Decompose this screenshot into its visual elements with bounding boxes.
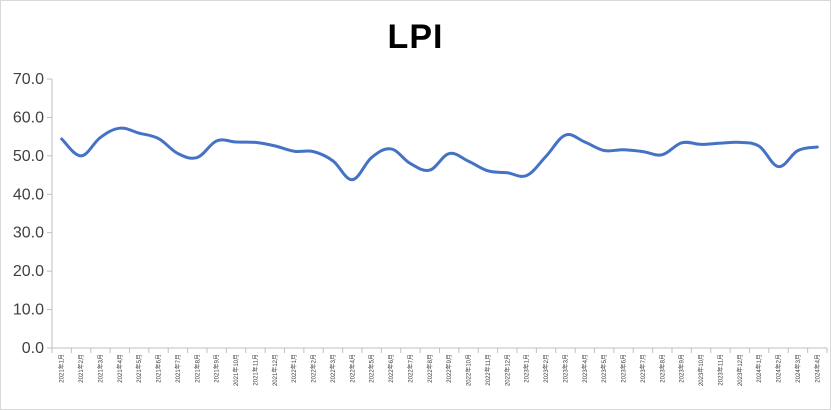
y-tick-label: 50.0 — [13, 148, 44, 165]
x-tick-label: 2022年6月 — [387, 354, 395, 383]
x-tick-label: 2023年1月 — [523, 354, 531, 383]
data-point — [293, 150, 295, 152]
x-tick-label: 2021年10月 — [232, 354, 240, 386]
data-point — [196, 156, 198, 158]
data-point — [351, 178, 353, 180]
data-point — [661, 154, 663, 156]
data-point — [545, 155, 547, 157]
x-tick-label: 2022年10月 — [465, 354, 473, 386]
x-tick-label: 2023年12月 — [736, 354, 744, 386]
y-tick-label: 60.0 — [13, 109, 44, 126]
x-tick-label: 2023年6月 — [620, 354, 628, 383]
data-point — [506, 172, 508, 174]
x-tick-label: 2021年8月 — [193, 354, 201, 383]
x-tick-label: 2023年10月 — [697, 354, 705, 386]
data-point — [60, 138, 62, 140]
data-point — [758, 145, 760, 147]
data-point — [719, 142, 721, 144]
data-point — [390, 148, 392, 150]
data-point — [564, 134, 566, 136]
y-tick-label: 70.0 — [13, 71, 44, 88]
x-tick-label: 2021年6月 — [155, 354, 163, 383]
data-point — [215, 140, 217, 142]
data-point — [157, 137, 159, 139]
x-tick-label: 2021年12月 — [271, 354, 279, 386]
data-point — [177, 152, 179, 154]
y-tick-label: 10.0 — [13, 302, 44, 319]
data-point — [80, 155, 82, 157]
series-line — [60, 126, 819, 182]
data-point — [409, 162, 411, 164]
x-axis-ticks: 2021年1月 2021年2月 2021年3月 2021年4月 2021年5月 2021年… — [51, 348, 828, 386]
x-tick-label: 2023年11月 — [716, 354, 724, 386]
data-point — [700, 143, 702, 145]
x-tick-label: 2023年5月 — [600, 354, 608, 383]
data-point — [816, 146, 818, 148]
data-point — [138, 132, 140, 134]
x-tick-label: 2022年5月 — [368, 354, 376, 383]
x-tick-label: 2022年3月 — [329, 354, 337, 383]
y-tick-label: 0.0 — [22, 340, 44, 357]
x-tick-label: 2024年4月 — [813, 354, 821, 383]
data-point — [448, 152, 450, 154]
x-tick-label: 2023年4月 — [581, 354, 589, 383]
data-point — [99, 136, 101, 138]
chart-title: LPI — [387, 18, 444, 56]
x-tick-label: 2021年1月 — [58, 354, 66, 383]
data-point — [777, 165, 779, 167]
x-tick-label: 2022年7月 — [406, 354, 414, 383]
data-point — [332, 160, 334, 162]
data-point — [487, 170, 489, 172]
x-tick-label: 2022年9月 — [445, 354, 453, 383]
x-tick-label: 2024年3月 — [794, 354, 802, 383]
data-point — [622, 149, 624, 151]
x-tick-label: 2022年8月 — [426, 354, 434, 383]
x-tick-label: 2021年9月 — [213, 354, 221, 383]
data-point — [370, 156, 372, 158]
x-tick-label: 2022年11月 — [484, 354, 492, 386]
data-point — [312, 150, 314, 152]
data-point — [467, 160, 469, 162]
x-tick-label: 2022年12月 — [503, 354, 511, 386]
y-tick-label: 40.0 — [13, 186, 44, 203]
x-tick-label: 2021年2月 — [77, 354, 85, 383]
x-tick-label: 2024年1月 — [755, 354, 763, 383]
data-point — [235, 141, 237, 143]
data-point — [642, 150, 644, 152]
x-tick-label: 2022年4月 — [348, 354, 356, 383]
x-tick-label: 2022年1月 — [290, 354, 298, 383]
axes — [51, 79, 827, 349]
data-point — [584, 141, 586, 143]
data-point — [603, 149, 605, 151]
x-tick-label: 2021年5月 — [135, 354, 143, 383]
data-point — [119, 127, 121, 129]
data-point — [274, 145, 276, 147]
data-point — [254, 141, 256, 143]
x-tick-label: 2023年2月 — [542, 354, 550, 383]
data-point — [680, 142, 682, 144]
x-tick-label: 2021年3月 — [96, 354, 104, 383]
x-tick-label: 2022年2月 — [310, 354, 318, 383]
data-point — [797, 149, 799, 151]
x-tick-label: 2023年7月 — [639, 354, 647, 383]
x-tick-label: 2023年3月 — [561, 354, 569, 383]
x-tick-label: 2021年4月 — [116, 354, 124, 383]
data-point — [429, 169, 431, 171]
y-tick-label: 20.0 — [13, 263, 44, 280]
x-tick-label: 2021年11月 — [251, 354, 259, 386]
y-axis-ticks: 0.0 10.0 20.0 30.0 40.0 50.0 60.0 70.0 — [13, 71, 52, 357]
x-tick-label: 2021年7月 — [174, 354, 182, 383]
x-tick-label: 2023年9月 — [678, 354, 686, 383]
data-points — [60, 127, 818, 181]
x-tick-label: 2024年2月 — [775, 354, 783, 383]
y-tick-label: 30.0 — [13, 225, 44, 242]
data-point — [525, 174, 527, 176]
x-tick-label: 2023年8月 — [658, 354, 666, 383]
data-point — [739, 141, 741, 143]
